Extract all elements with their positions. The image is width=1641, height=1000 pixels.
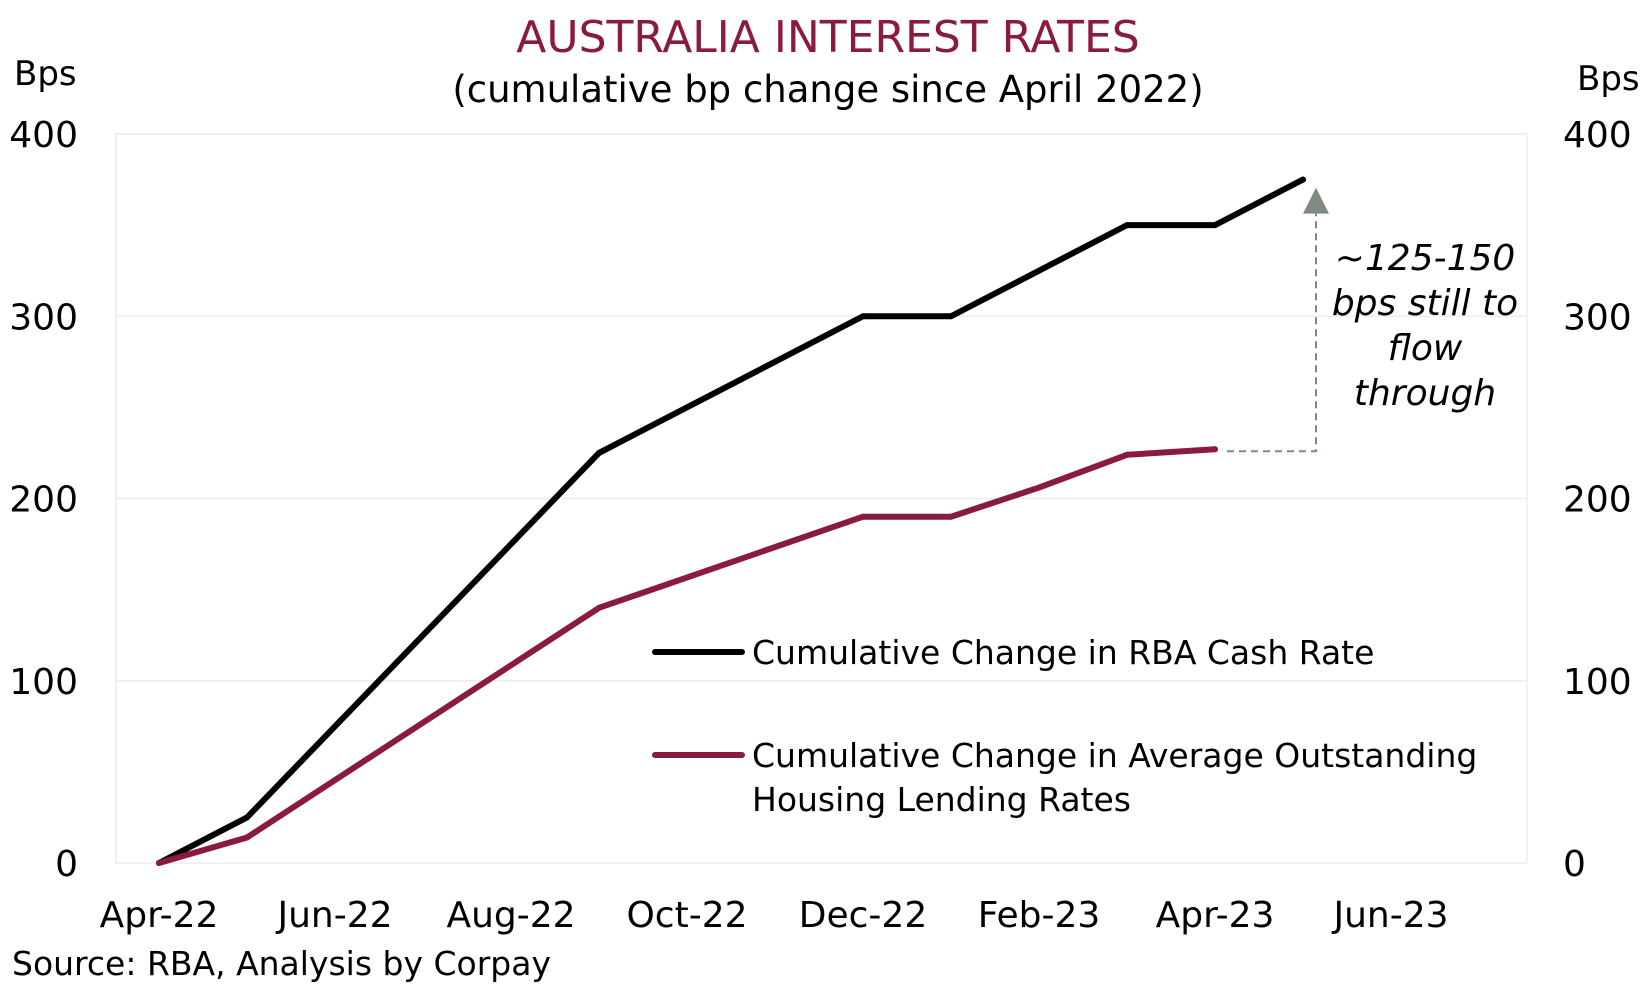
data-point — [948, 313, 954, 320]
x-tick-label: Feb-23 — [978, 895, 1101, 936]
x-tick-label: Jun-23 — [1331, 895, 1448, 936]
annotation-line-3: flow — [1388, 328, 1463, 369]
x-tick-label: Apr-22 — [100, 895, 219, 936]
data-point — [860, 313, 866, 320]
x-tick-label: Oct-22 — [626, 895, 747, 936]
legend-label-housing-rates-line-1: Cumulative Change in Average Outstanding — [752, 736, 1477, 775]
y-tick-label-right: 100 — [1563, 662, 1632, 703]
data-point — [948, 513, 954, 520]
series-layer — [156, 176, 1306, 866]
gridlines — [116, 315, 1527, 682]
annotation: ~125-150 bps still to flow through — [1227, 187, 1518, 453]
series-line-1 — [156, 446, 1218, 866]
x-tick-label: Dec-22 — [799, 895, 927, 936]
y-axis-label-right: Bps — [1577, 59, 1640, 99]
data-point — [156, 860, 162, 866]
data-point — [1212, 222, 1218, 229]
x-tick-label: Aug-22 — [446, 895, 575, 936]
x-tick-label: Jun-22 — [275, 895, 392, 936]
legend: Cumulative Change in RBA Cash Rate Cumul… — [652, 633, 1488, 819]
annotation-dashed-connector — [1227, 213, 1317, 453]
y-tick-label-left: 300 — [9, 297, 78, 338]
data-point — [244, 834, 250, 841]
data-point — [1036, 484, 1042, 491]
data-point — [860, 513, 866, 520]
data-point — [1212, 446, 1218, 453]
data-point — [596, 449, 602, 456]
data-point — [1124, 451, 1130, 458]
annotation-arrowhead-icon — [1303, 187, 1329, 214]
legend-label-housing-rates: Cumulative Change in Average Outstanding… — [752, 736, 1488, 819]
x-tick-labels: Apr-22 Jun-22 Aug-22 Oct-22 Dec-22 Feb-23 Apr-… — [100, 895, 1449, 936]
legend-label-cash-rate: Cumulative Change in RBA Cash Rate — [752, 633, 1374, 672]
data-point — [1300, 176, 1306, 183]
annotation-line-1: ~125-150 — [1335, 238, 1516, 279]
y-tick-label-left: 0 — [55, 844, 78, 885]
x-tick-label: Apr-23 — [1156, 895, 1275, 936]
y-tick-label-left: 200 — [9, 480, 78, 521]
y-tick-label-left: 100 — [9, 662, 78, 703]
data-point — [244, 814, 250, 821]
y-tick-label-right: 400 — [1563, 115, 1632, 156]
data-point — [1124, 222, 1130, 229]
annotation-line-4: through — [1354, 373, 1496, 414]
chart-title: AUSTRALIA INTEREST RATES — [516, 12, 1139, 63]
source-note: Source: RBA, Analysis by Corpay — [12, 944, 551, 983]
y-tick-label-left: 400 — [9, 115, 78, 156]
annotation-line-2: bps still to — [1332, 283, 1518, 324]
y-axis-label-left: Bps — [14, 54, 77, 94]
y-tick-label-right: 0 — [1563, 844, 1586, 885]
legend-label-housing-rates-line-2: Housing Lending Rates — [752, 780, 1131, 819]
series-line-0 — [156, 176, 1306, 866]
y-tick-labels-left: 0 100 200 300 400 — [9, 115, 78, 885]
y-tick-labels-right: 0 100 200 300 400 — [1563, 115, 1632, 885]
y-tick-label-right: 200 — [1563, 480, 1632, 521]
y-tick-label-right: 300 — [1563, 297, 1632, 338]
chart-subtitle: (cumulative bp change since April 2022) — [452, 68, 1203, 111]
data-point — [596, 604, 602, 611]
